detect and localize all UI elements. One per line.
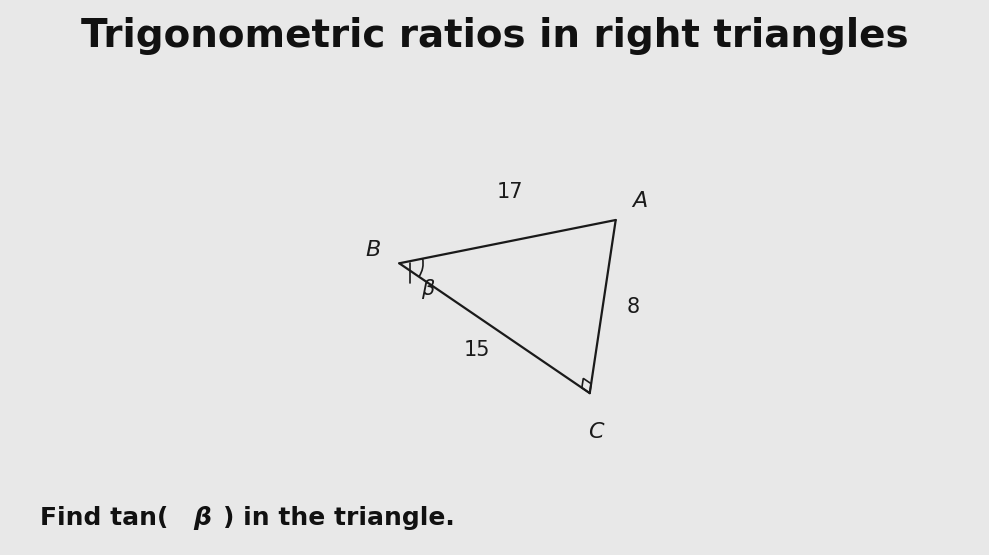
Text: A: A (632, 190, 647, 210)
Text: 8: 8 (626, 296, 640, 316)
Text: C: C (588, 422, 604, 442)
Text: β: β (420, 279, 434, 299)
Text: ) in the triangle.: ) in the triangle. (223, 506, 454, 531)
Text: Find tan(: Find tan( (40, 506, 168, 531)
Text: 17: 17 (496, 182, 523, 202)
Text: B: B (366, 240, 381, 260)
Text: β: β (193, 506, 211, 531)
Text: 15: 15 (464, 340, 491, 360)
Text: Trigonometric ratios in right triangles: Trigonometric ratios in right triangles (81, 17, 908, 54)
